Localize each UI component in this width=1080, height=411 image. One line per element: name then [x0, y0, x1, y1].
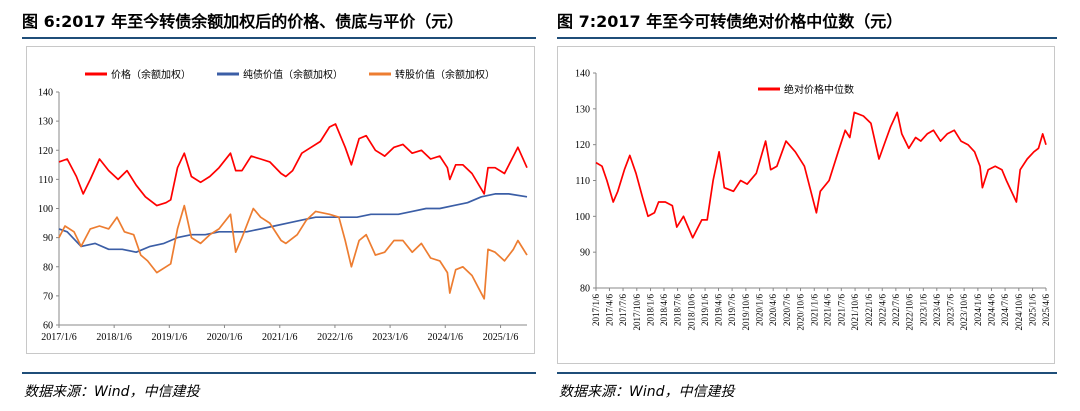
fig6-y-tick-label: 60	[43, 321, 53, 332]
figure-7-chart: 80 90 100 110 120 130 140 2017/1/6 2017/4/6 2017/…	[557, 46, 1055, 364]
fig7-x-tick-label: 2023/1/6	[918, 294, 928, 327]
fig7-x-tick-label: 2024/10/6	[1014, 294, 1024, 331]
fig7-x-tick-label: 2019/1/6	[700, 294, 710, 327]
fig6-x-tick-label: 2019/1/6	[152, 332, 188, 343]
fig6-y-tick-label: 110	[38, 175, 53, 186]
figure-6-svg: 60 70 80 90 100 110 120 130 140 2017/1/6 2018/1/6 2…	[38, 68, 528, 343]
fig7-x-tick-label: 2020/10/6	[796, 294, 806, 331]
fig6-y-tick-label: 80	[43, 262, 53, 273]
fig6-y-tick-label: 140	[38, 88, 53, 99]
fig6-legend-label-3: 转股价值（余额加权）	[395, 68, 495, 81]
fig7-x-tick-label: 2024/7/6	[1000, 294, 1010, 327]
fig7-y-tick-label: 80	[580, 284, 590, 295]
fig7-x-tick-label: 2018/10/6	[686, 294, 696, 331]
fig7-x-tick-label: 2023/10/6	[959, 294, 969, 331]
fig6-series-line-3	[58, 204, 528, 300]
fig7-x-tick-label: 2021/10/6	[850, 294, 860, 331]
fig7-x-tick-label: 2022/1/6	[864, 294, 874, 327]
fig7-y-tick-label: 120	[575, 140, 590, 151]
fig6-x-tick-label: 2020/1/6	[207, 332, 243, 343]
figure-6-source: 数据来源：Wind，中信建投	[24, 384, 200, 400]
fig6-x-tick-label: 2023/1/6	[372, 332, 408, 343]
figure-7-top-rule	[557, 37, 1057, 39]
fig7-x-tick-label: 2022/4/6	[877, 294, 887, 327]
fig6-x-tick-label: 2021/1/6	[262, 332, 298, 343]
fig7-x-tick-label: 2022/10/6	[905, 294, 915, 331]
fig7-x-tick-label: 2018/7/6	[673, 294, 683, 327]
fig6-x-tick-label: 2024/1/6	[427, 332, 463, 343]
figure-7-title: 图 7:2017 年至今可转债绝对价格中位数（元）	[557, 12, 903, 31]
fig7-x-tick-label: 2023/7/6	[945, 294, 955, 327]
fig7-x-tick-label: 2024/4/6	[986, 294, 996, 327]
fig7-x-tick-label: 2021/7/6	[836, 294, 846, 327]
fig7-y-tick-label: 140	[575, 69, 590, 80]
fig7-x-tick-label: 2025/4/6	[1041, 294, 1051, 327]
fig7-x-tick-label: 2025/1/6	[1028, 294, 1038, 327]
fig7-series-line-1	[595, 111, 1047, 239]
fig6-legend-label-2: 纯债价值（余额加权）	[243, 68, 343, 81]
fig6-x-tick-label: 2017/1/6	[41, 332, 77, 343]
fig6-series-line-1	[58, 123, 528, 207]
figure-7-svg: 80 90 100 110 120 130 140 2017/1/6 2017/4/6 2017/…	[575, 69, 1051, 331]
fig7-y-tick-label: 110	[575, 176, 590, 187]
fig6-x-tick-label: 2018/1/6	[96, 332, 132, 343]
fig7-x-tick-label: 2017/1/6	[591, 294, 601, 327]
fig7-x-tick-label: 2018/4/6	[659, 294, 669, 327]
figure-6-top-rule	[22, 37, 536, 39]
figure-6-chart: 60 70 80 90 100 110 120 130 140 2017/1/6 2018/1/6 2…	[26, 46, 535, 354]
fig6-y-tick-label: 100	[38, 204, 53, 215]
fig7-legend-label-1: 绝对价格中位数	[784, 83, 854, 96]
figure-6-bottom-rule	[22, 372, 536, 374]
fig7-x-tick-label: 2017/4/6	[604, 294, 614, 327]
fig7-x-tick-label: 2021/4/6	[823, 294, 833, 327]
fig6-series-line-2	[58, 193, 528, 254]
figure-7-source: 数据来源：Wind，中信建投	[559, 384, 735, 400]
figure-7-bottom-rule	[557, 372, 1057, 374]
fig7-x-tick-label: 2018/1/6	[646, 294, 656, 327]
fig6-x-tick-label: 2025/1/6	[483, 332, 519, 343]
fig6-y-tick-label: 130	[38, 117, 53, 128]
fig6-x-tick-label: 2022/1/6	[317, 332, 353, 343]
fig7-x-tick-label: 2023/4/6	[932, 294, 942, 327]
fig7-x-tick-label: 2024/1/6	[973, 294, 983, 327]
fig7-x-tick-label: 2017/10/6	[632, 294, 642, 331]
fig7-x-tick-label: 2017/7/6	[618, 294, 628, 327]
fig6-y-tick-label: 70	[43, 291, 53, 302]
fig7-x-tick-label: 2022/7/6	[891, 294, 901, 327]
fig7-x-tick-label: 2020/1/6	[755, 294, 765, 327]
fig7-y-tick-label: 90	[580, 248, 590, 259]
fig7-x-tick-label: 2020/7/6	[782, 294, 792, 327]
fig7-y-tick-label: 130	[575, 104, 590, 115]
fig7-x-tick-label: 2021/1/6	[809, 294, 819, 327]
figure-6-title: 图 6:2017 年至今转债余额加权后的价格、债底与平价（元）	[22, 12, 464, 31]
fig7-x-tick-label: 2019/10/6	[741, 294, 751, 331]
fig6-y-tick-label: 120	[38, 146, 53, 157]
fig7-x-tick-label: 2019/7/6	[727, 294, 737, 327]
fig7-x-tick-label: 2019/4/6	[714, 294, 724, 327]
fig7-x-tick-label: 2020/4/6	[768, 294, 778, 327]
fig7-y-tick-label: 100	[575, 212, 590, 223]
fig6-legend-label-1: 价格（余额加权）	[111, 68, 191, 81]
fig6-y-tick-label: 90	[43, 233, 53, 244]
